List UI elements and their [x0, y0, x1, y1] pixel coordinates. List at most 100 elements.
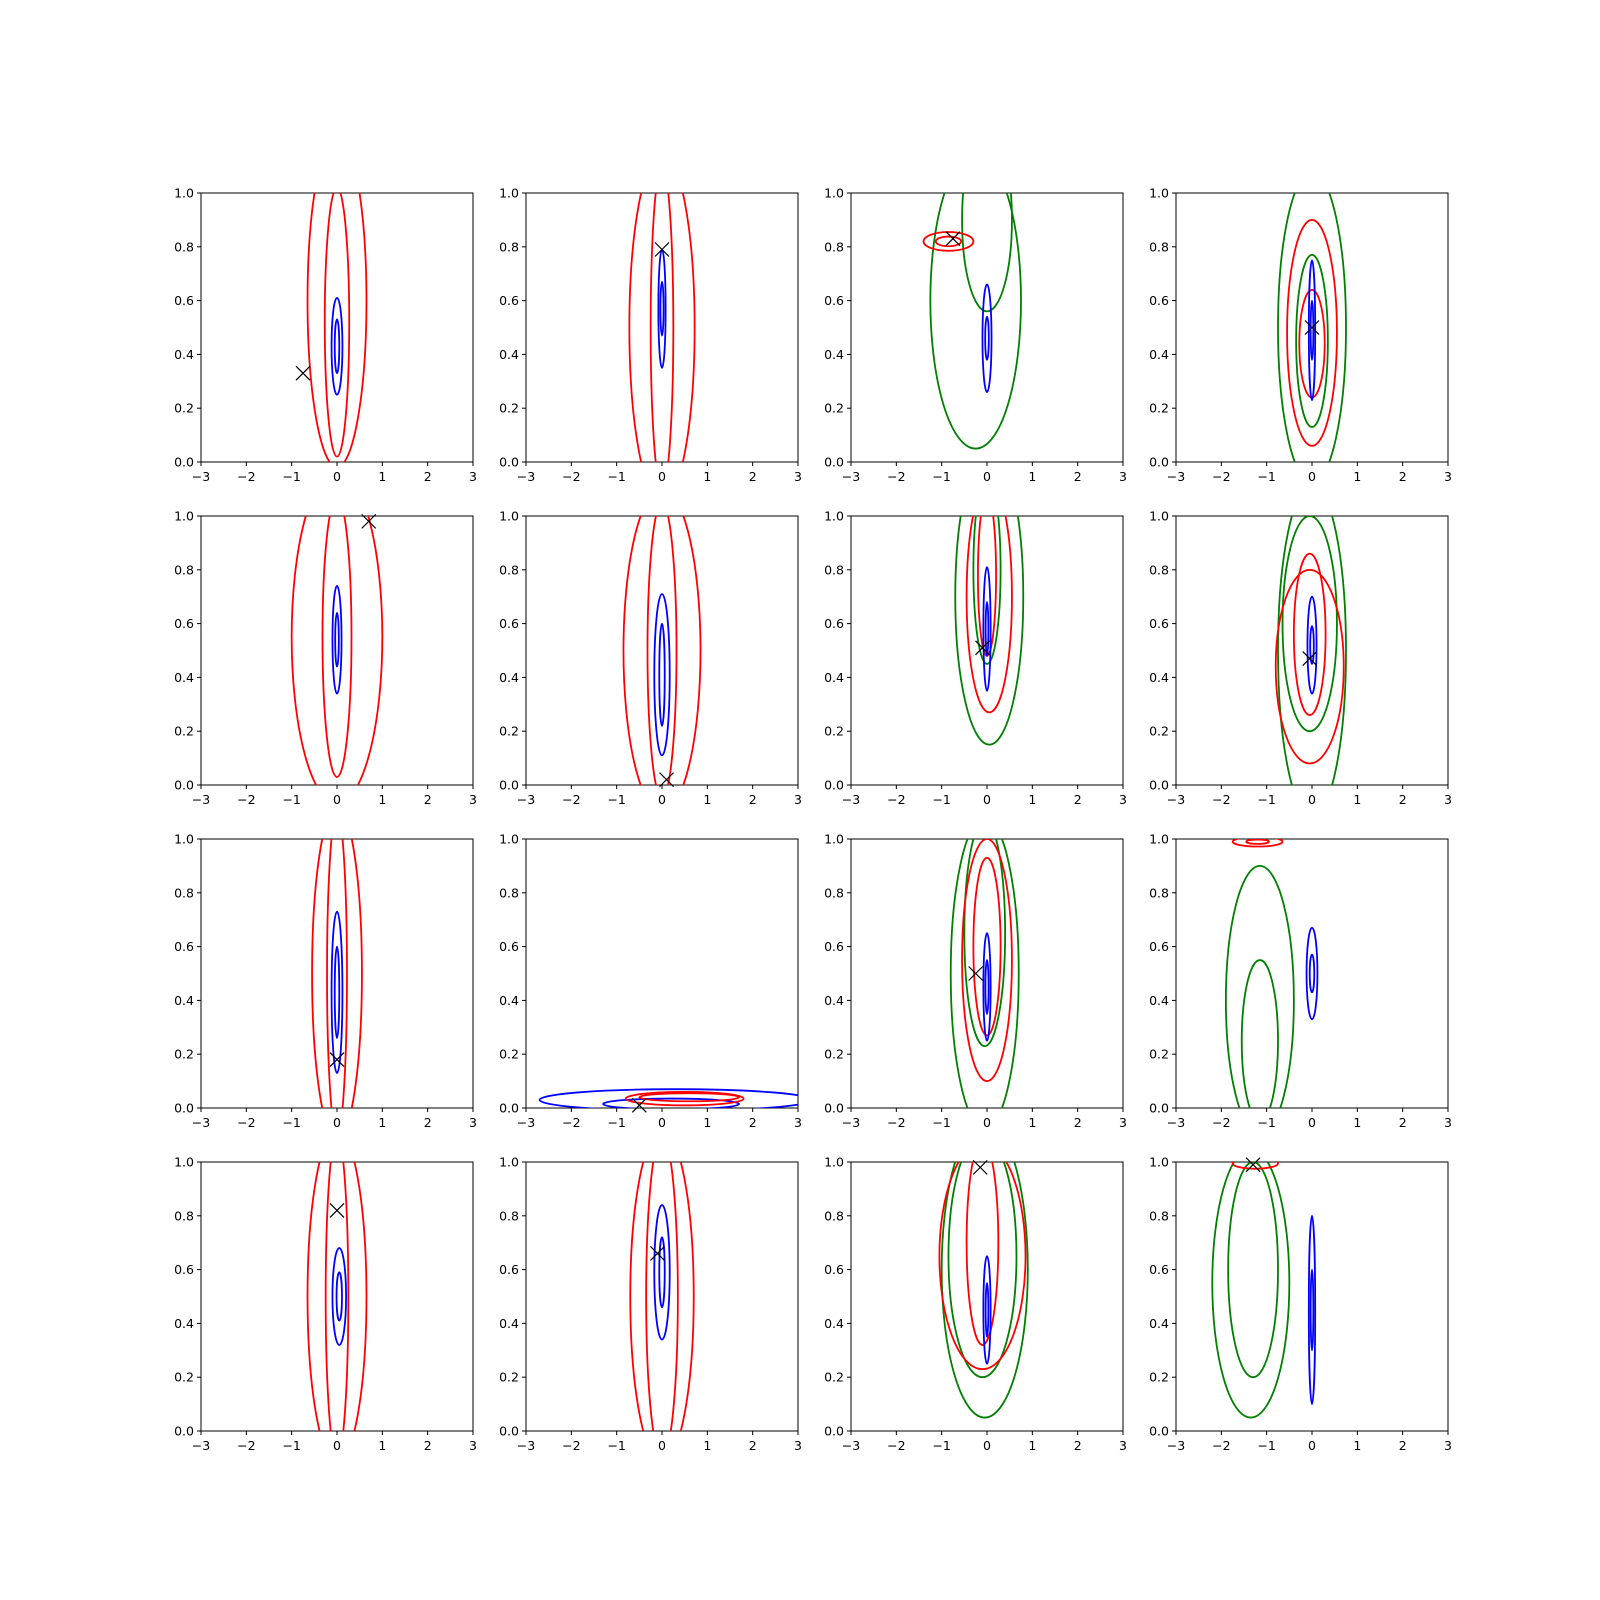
x-tick-label: −3: [1167, 1438, 1185, 1453]
x-tick-label: 3: [1119, 792, 1127, 807]
blue-contour-line: [1306, 595, 1318, 695]
green-contour-line: [1277, 516, 1347, 785]
y-tick-label: 0.0: [1149, 1101, 1169, 1116]
y-tick-label: 0.4: [174, 347, 194, 362]
green-contour-line: [949, 839, 1020, 1108]
x-tick-label: 0: [658, 1438, 666, 1453]
green-contour-line: [961, 193, 1013, 313]
x-tick-label: 1: [1353, 1438, 1361, 1453]
x-tick-label: 1: [378, 792, 386, 807]
y-tick-label: 0.2: [824, 724, 844, 739]
x-tick-label: 2: [1399, 1115, 1407, 1130]
y-tick-label: 0.0: [174, 1101, 194, 1116]
red-contour-line: [961, 839, 1013, 1082]
x-tick-label: −1: [1257, 792, 1275, 807]
contour-group: [1211, 1162, 1317, 1419]
y-tick-label: 0.6: [499, 939, 519, 954]
y-tick-label: 0.2: [824, 1370, 844, 1385]
y-tick-label: 0.2: [1149, 401, 1169, 416]
x-tick-label: −1: [932, 1115, 950, 1130]
x-tick-label: 3: [794, 792, 802, 807]
red-contour-line: [938, 1162, 1027, 1370]
red-contour-line: [622, 516, 702, 785]
green-contour-line: [1211, 1162, 1291, 1419]
x-tick-label: 1: [703, 469, 711, 484]
y-tick-label: 0.2: [174, 724, 194, 739]
y-tick-label: 0.0: [824, 1101, 844, 1116]
y-tick-label: 0.2: [174, 1370, 194, 1385]
x-marker: [975, 640, 990, 656]
subplot-16: −3 −2 −1 0 1 2 3 0.0 0.2 0.4 0.6 0.8 1.0: [1149, 1155, 1452, 1454]
subplot-9: −3 −2 −1 0 1 2 3 0.0 0.2 0.4 0.6 0.8 1.0: [174, 832, 477, 1131]
y-tick-label: 0.6: [1149, 1262, 1169, 1277]
y-tick-label: 0.6: [1149, 293, 1169, 308]
green-contour-line: [929, 193, 1022, 450]
contour-group: [629, 1162, 695, 1431]
blue-contour-line: [334, 611, 340, 668]
red-contour-line: [629, 1162, 695, 1431]
y-tick-label: 0.0: [499, 1101, 519, 1116]
blue-contour-line: [330, 910, 344, 1074]
y-tick-label: 0.8: [1149, 562, 1169, 577]
x-tick-label: −2: [887, 792, 905, 807]
subplot-10: −3 −2 −1 0 1 2 3 0.0 0.2 0.4 0.6 0.8 1.0: [499, 832, 802, 1131]
x-tick-label: 0: [983, 792, 991, 807]
blue-contour-line: [1307, 1214, 1317, 1405]
y-tick-label: 0.4: [824, 1316, 844, 1331]
x-tick-label: −3: [517, 1438, 535, 1453]
x-tick-label: −3: [192, 1438, 210, 1453]
blue-contour-line: [333, 318, 341, 375]
x-marker: [1245, 1157, 1261, 1173]
y-tick-label: 0.0: [824, 778, 844, 793]
contour-group: [311, 839, 363, 1108]
y-tick-label: 0.6: [1149, 616, 1169, 631]
subplot-13: −3 −2 −1 0 1 2 3 0.0 0.2 0.4 0.6 0.8 1.0: [174, 1155, 477, 1454]
axes-frame: [525, 1161, 799, 1432]
contour-group: [954, 516, 1025, 746]
y-tick-label: 1.0: [824, 509, 844, 524]
y-tick-label: 0.8: [174, 562, 194, 577]
x-tick-label: −1: [607, 1115, 625, 1130]
x-marker-stroke: [650, 1246, 665, 1261]
x-tick-label: 0: [658, 1115, 666, 1130]
x-marker-stroke: [1302, 651, 1318, 666]
axes-frame: [850, 192, 1124, 463]
axes-frame: [525, 838, 799, 1109]
x-tick-label: 1: [1028, 1438, 1036, 1453]
x-marker: [1302, 651, 1318, 666]
y-tick-label: 0.8: [824, 562, 844, 577]
red-contour-line: [321, 516, 353, 778]
x-tick-label: −2: [562, 1115, 580, 1130]
y-tick-label: 0.4: [1149, 1316, 1169, 1331]
x-tick-label: 3: [1444, 792, 1452, 807]
x-tick-label: −3: [1167, 469, 1185, 484]
axes-frame: [850, 838, 1124, 1109]
red-contour-line: [324, 1162, 350, 1431]
blue-contour-line: [333, 945, 341, 1039]
x-tick-label: 1: [1353, 1115, 1361, 1130]
y-tick-label: 0.2: [499, 401, 519, 416]
x-tick-label: 0: [1308, 1438, 1316, 1453]
y-tick-label: 0.6: [824, 616, 844, 631]
x-tick-label: −3: [1167, 1115, 1185, 1130]
y-tick-label: 0.4: [824, 347, 844, 362]
y-tick-label: 0.0: [174, 455, 194, 470]
x-marker: [972, 1159, 988, 1175]
red-contour-line: [1274, 568, 1345, 765]
x-tick-label: −1: [282, 792, 300, 807]
red-contour-line: [972, 856, 1002, 1037]
x-tick-label: 3: [794, 469, 802, 484]
x-tick-label: 3: [1444, 469, 1452, 484]
x-tick-label: −3: [192, 1115, 210, 1130]
x-tick-label: 3: [1119, 1115, 1127, 1130]
x-tick-label: −3: [192, 469, 210, 484]
contour-group: [938, 1162, 1029, 1419]
axes-frame: [1175, 515, 1449, 786]
y-tick-label: 0.4: [499, 1316, 519, 1331]
y-tick-label: 0.6: [174, 939, 194, 954]
green-contour-line: [1281, 516, 1338, 733]
x-marker-stroke: [945, 231, 961, 247]
x-tick-label: 1: [703, 1438, 711, 1453]
red-contour-line: [645, 1162, 679, 1431]
y-tick-label: 0.6: [824, 939, 844, 954]
